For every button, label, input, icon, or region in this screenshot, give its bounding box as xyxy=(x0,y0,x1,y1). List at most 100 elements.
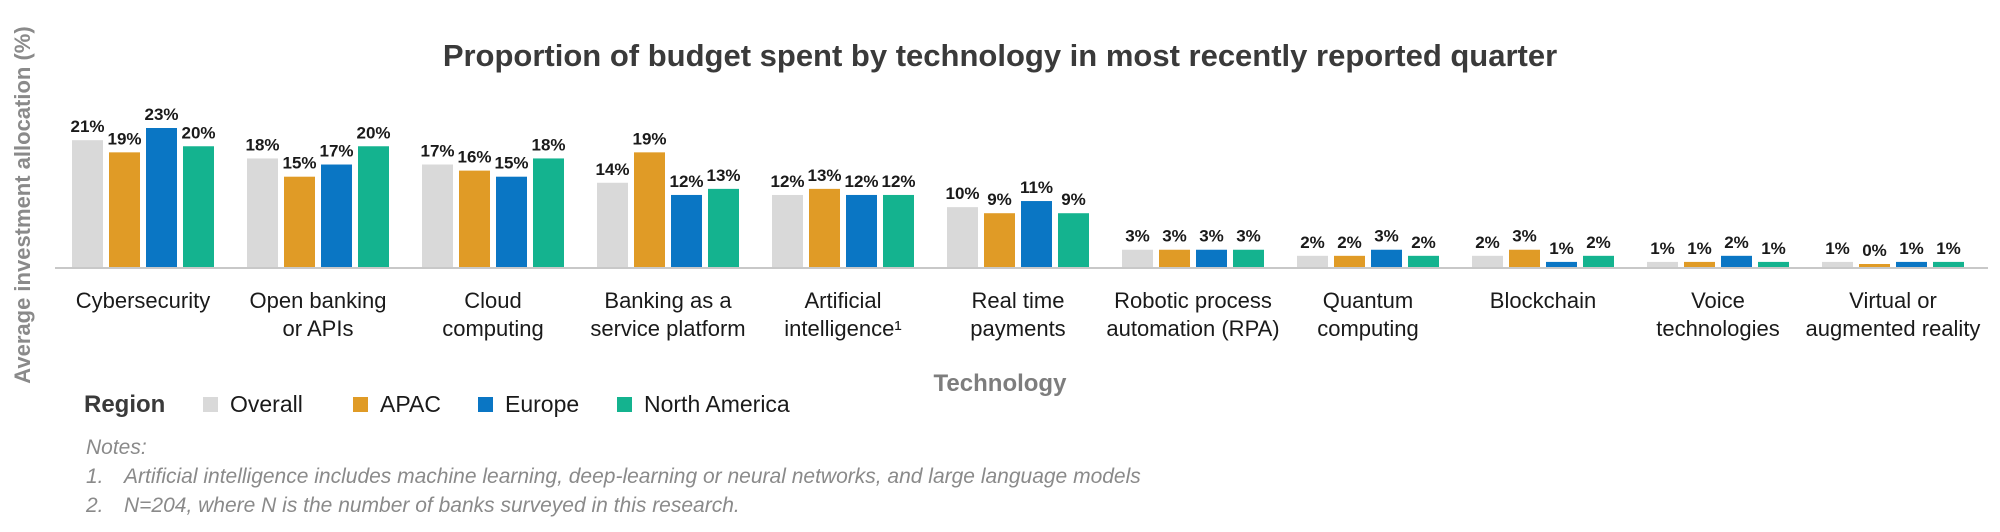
value-label: 2% xyxy=(1411,233,1436,252)
category-label: Artificial xyxy=(804,288,881,313)
bar-overall-8 xyxy=(1472,255,1503,268)
bar-north-america-6 xyxy=(1233,249,1264,268)
note-1-number: 1. xyxy=(86,465,104,488)
value-label: 2% xyxy=(1586,233,1611,252)
value-label: 1% xyxy=(1761,239,1786,258)
value-label: 18% xyxy=(531,135,565,154)
bar-north-america-8 xyxy=(1583,255,1614,268)
value-label: 2% xyxy=(1724,233,1749,252)
value-label: 19% xyxy=(632,129,666,148)
category-label: automation (RPA) xyxy=(1106,316,1279,341)
bar-apac-0 xyxy=(109,152,140,268)
category-label: intelligence¹ xyxy=(784,316,901,341)
bar-overall-3 xyxy=(597,182,628,268)
value-label: 0% xyxy=(1862,241,1887,260)
bar-north-america-5 xyxy=(1058,213,1089,268)
value-label: 19% xyxy=(107,129,141,148)
notes-heading: Notes: xyxy=(86,436,147,459)
value-label: 20% xyxy=(181,123,215,142)
bar-europe-6 xyxy=(1196,249,1227,268)
value-label: 21% xyxy=(70,117,104,136)
bar-apac-10 xyxy=(1859,264,1890,268)
category-label: Quantum xyxy=(1323,288,1414,313)
value-label: 2% xyxy=(1300,233,1325,252)
value-label: 12% xyxy=(770,172,804,191)
bar-europe-1 xyxy=(321,164,352,268)
category-label: computing xyxy=(1317,316,1419,341)
bar-europe-7 xyxy=(1371,249,1402,268)
bar-apac-6 xyxy=(1159,249,1190,268)
bar-north-america-2 xyxy=(533,158,564,268)
bar-north-america-1 xyxy=(358,146,389,268)
value-label: 2% xyxy=(1475,233,1500,252)
value-label: 12% xyxy=(881,172,915,191)
chart-title: Proportion of budget spent by technology… xyxy=(443,38,1557,73)
bar-north-america-4 xyxy=(883,194,914,268)
legend-swatch-europe xyxy=(478,397,493,412)
value-label: 11% xyxy=(1020,178,1053,197)
legend-swatch-north-america xyxy=(617,397,632,412)
bar-europe-10 xyxy=(1896,261,1927,268)
bar-europe-3 xyxy=(671,194,702,268)
category-label: Cloud xyxy=(464,288,521,313)
value-label: 13% xyxy=(807,166,841,185)
category-label: technologies xyxy=(1656,316,1780,341)
bar-europe-4 xyxy=(846,194,877,268)
category-label: or APIs xyxy=(283,316,354,341)
value-label: 16% xyxy=(457,148,491,167)
category-label: computing xyxy=(442,316,544,341)
category-label: Cybersecurity xyxy=(76,288,210,313)
legend-label-europe: Europe xyxy=(505,391,579,417)
bar-north-america-3 xyxy=(708,188,739,268)
category-label: Banking as a xyxy=(604,288,732,313)
notes: Notes: 1. Artificial intelligence includ… xyxy=(85,436,1141,517)
bar-overall-1 xyxy=(247,158,278,268)
bar-overall-5 xyxy=(947,207,978,268)
bar-north-america-9 xyxy=(1758,261,1789,268)
bar-overall-6 xyxy=(1122,249,1153,268)
value-label: 12% xyxy=(669,172,703,191)
category-label: Voice xyxy=(1691,288,1745,313)
value-label: 9% xyxy=(987,190,1012,209)
value-label: 3% xyxy=(1162,227,1187,246)
value-label: 1% xyxy=(1899,239,1924,258)
value-label: 3% xyxy=(1374,227,1399,246)
category-label: Robotic process xyxy=(1114,288,1272,313)
value-label: 15% xyxy=(494,154,528,173)
bar-apac-4 xyxy=(809,188,840,268)
value-labels: 21%19%23%20%18%15%17%20%17% 16% 15%18%14%1… xyxy=(70,105,1960,260)
note-1-text: Artificial intelligence includes machine… xyxy=(122,465,1141,488)
value-label: 10% xyxy=(945,184,979,203)
bar-europe-5 xyxy=(1021,201,1052,268)
legend-label-apac: APAC xyxy=(380,391,441,417)
bar-overall-10 xyxy=(1822,261,1853,268)
value-label: 3% xyxy=(1512,227,1537,246)
bar-overall-4 xyxy=(772,194,803,268)
legend-label-north-america: North America xyxy=(644,391,790,417)
bar-apac-3 xyxy=(634,152,665,268)
category-label: payments xyxy=(970,316,1065,341)
value-label: 14% xyxy=(595,160,629,179)
bar-europe-8 xyxy=(1546,261,1577,268)
bar-apac-8 xyxy=(1509,249,1540,268)
bar-overall-7 xyxy=(1297,255,1328,268)
value-label: 9% xyxy=(1061,190,1086,209)
bar-apac-9 xyxy=(1684,261,1715,268)
bar-europe-9 xyxy=(1721,255,1752,268)
category-label: Open banking xyxy=(250,288,387,313)
value-label: 1% xyxy=(1687,239,1712,258)
bar-overall-2 xyxy=(422,164,453,268)
bar-north-america-0 xyxy=(183,146,214,268)
value-label: 23% xyxy=(144,105,178,124)
bar-europe-0 xyxy=(146,128,177,268)
x-axis-label: Technology xyxy=(934,370,1068,397)
legend-title: Region xyxy=(84,391,165,418)
legend-swatch-overall xyxy=(203,397,218,412)
bar-apac-2 xyxy=(459,170,490,268)
legend-label-overall: Overall xyxy=(230,391,303,417)
category-label: Virtual or xyxy=(1849,288,1937,313)
bars xyxy=(72,128,1964,268)
category-labels: Cybersecurity Open banking or APIs Cloud com… xyxy=(76,288,1981,341)
category-label: Real time xyxy=(972,288,1065,313)
